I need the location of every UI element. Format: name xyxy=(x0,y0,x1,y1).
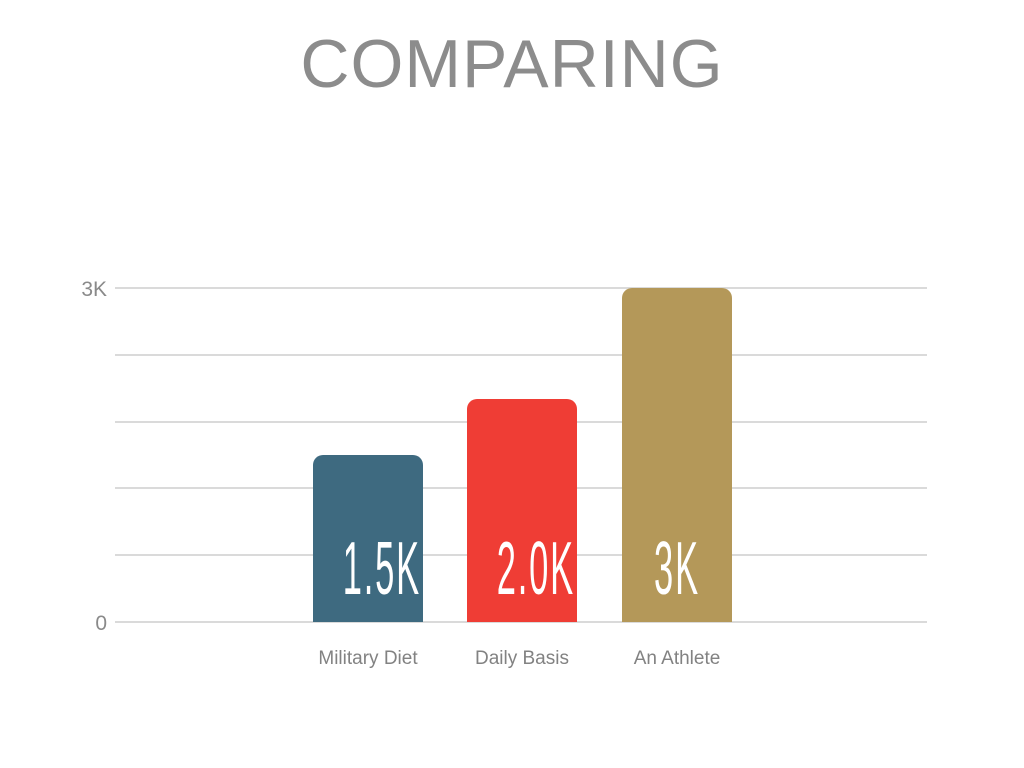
gridline xyxy=(115,287,927,289)
y-axis-label-zero: 0 xyxy=(95,612,107,635)
bar-military-diet: 1.5K xyxy=(313,455,423,622)
gridline xyxy=(115,621,927,623)
bar-value-label-an-athlete: 3K xyxy=(654,526,700,610)
bar-value-label-daily-basis: 2.0K xyxy=(496,526,576,610)
gridline xyxy=(115,354,927,356)
y-axis-label-max: 3K xyxy=(81,278,107,301)
plot-area: 1.5K Military Diet 2.0K Daily Basis 3K An Ath… xyxy=(115,287,927,669)
bar-an-athlete: 3K xyxy=(622,288,732,622)
x-axis-label-an-athlete: An Athlete xyxy=(633,648,721,669)
bar-daily-basis: 2.0K xyxy=(467,399,577,622)
bar-value-label-military-diet: 1.5K xyxy=(342,526,422,610)
x-axis-label-daily-basis: Daily Basis xyxy=(475,648,569,669)
x-axis-label-military-diet: Military Diet xyxy=(318,648,418,669)
chart-title: COMPARING xyxy=(300,26,724,102)
